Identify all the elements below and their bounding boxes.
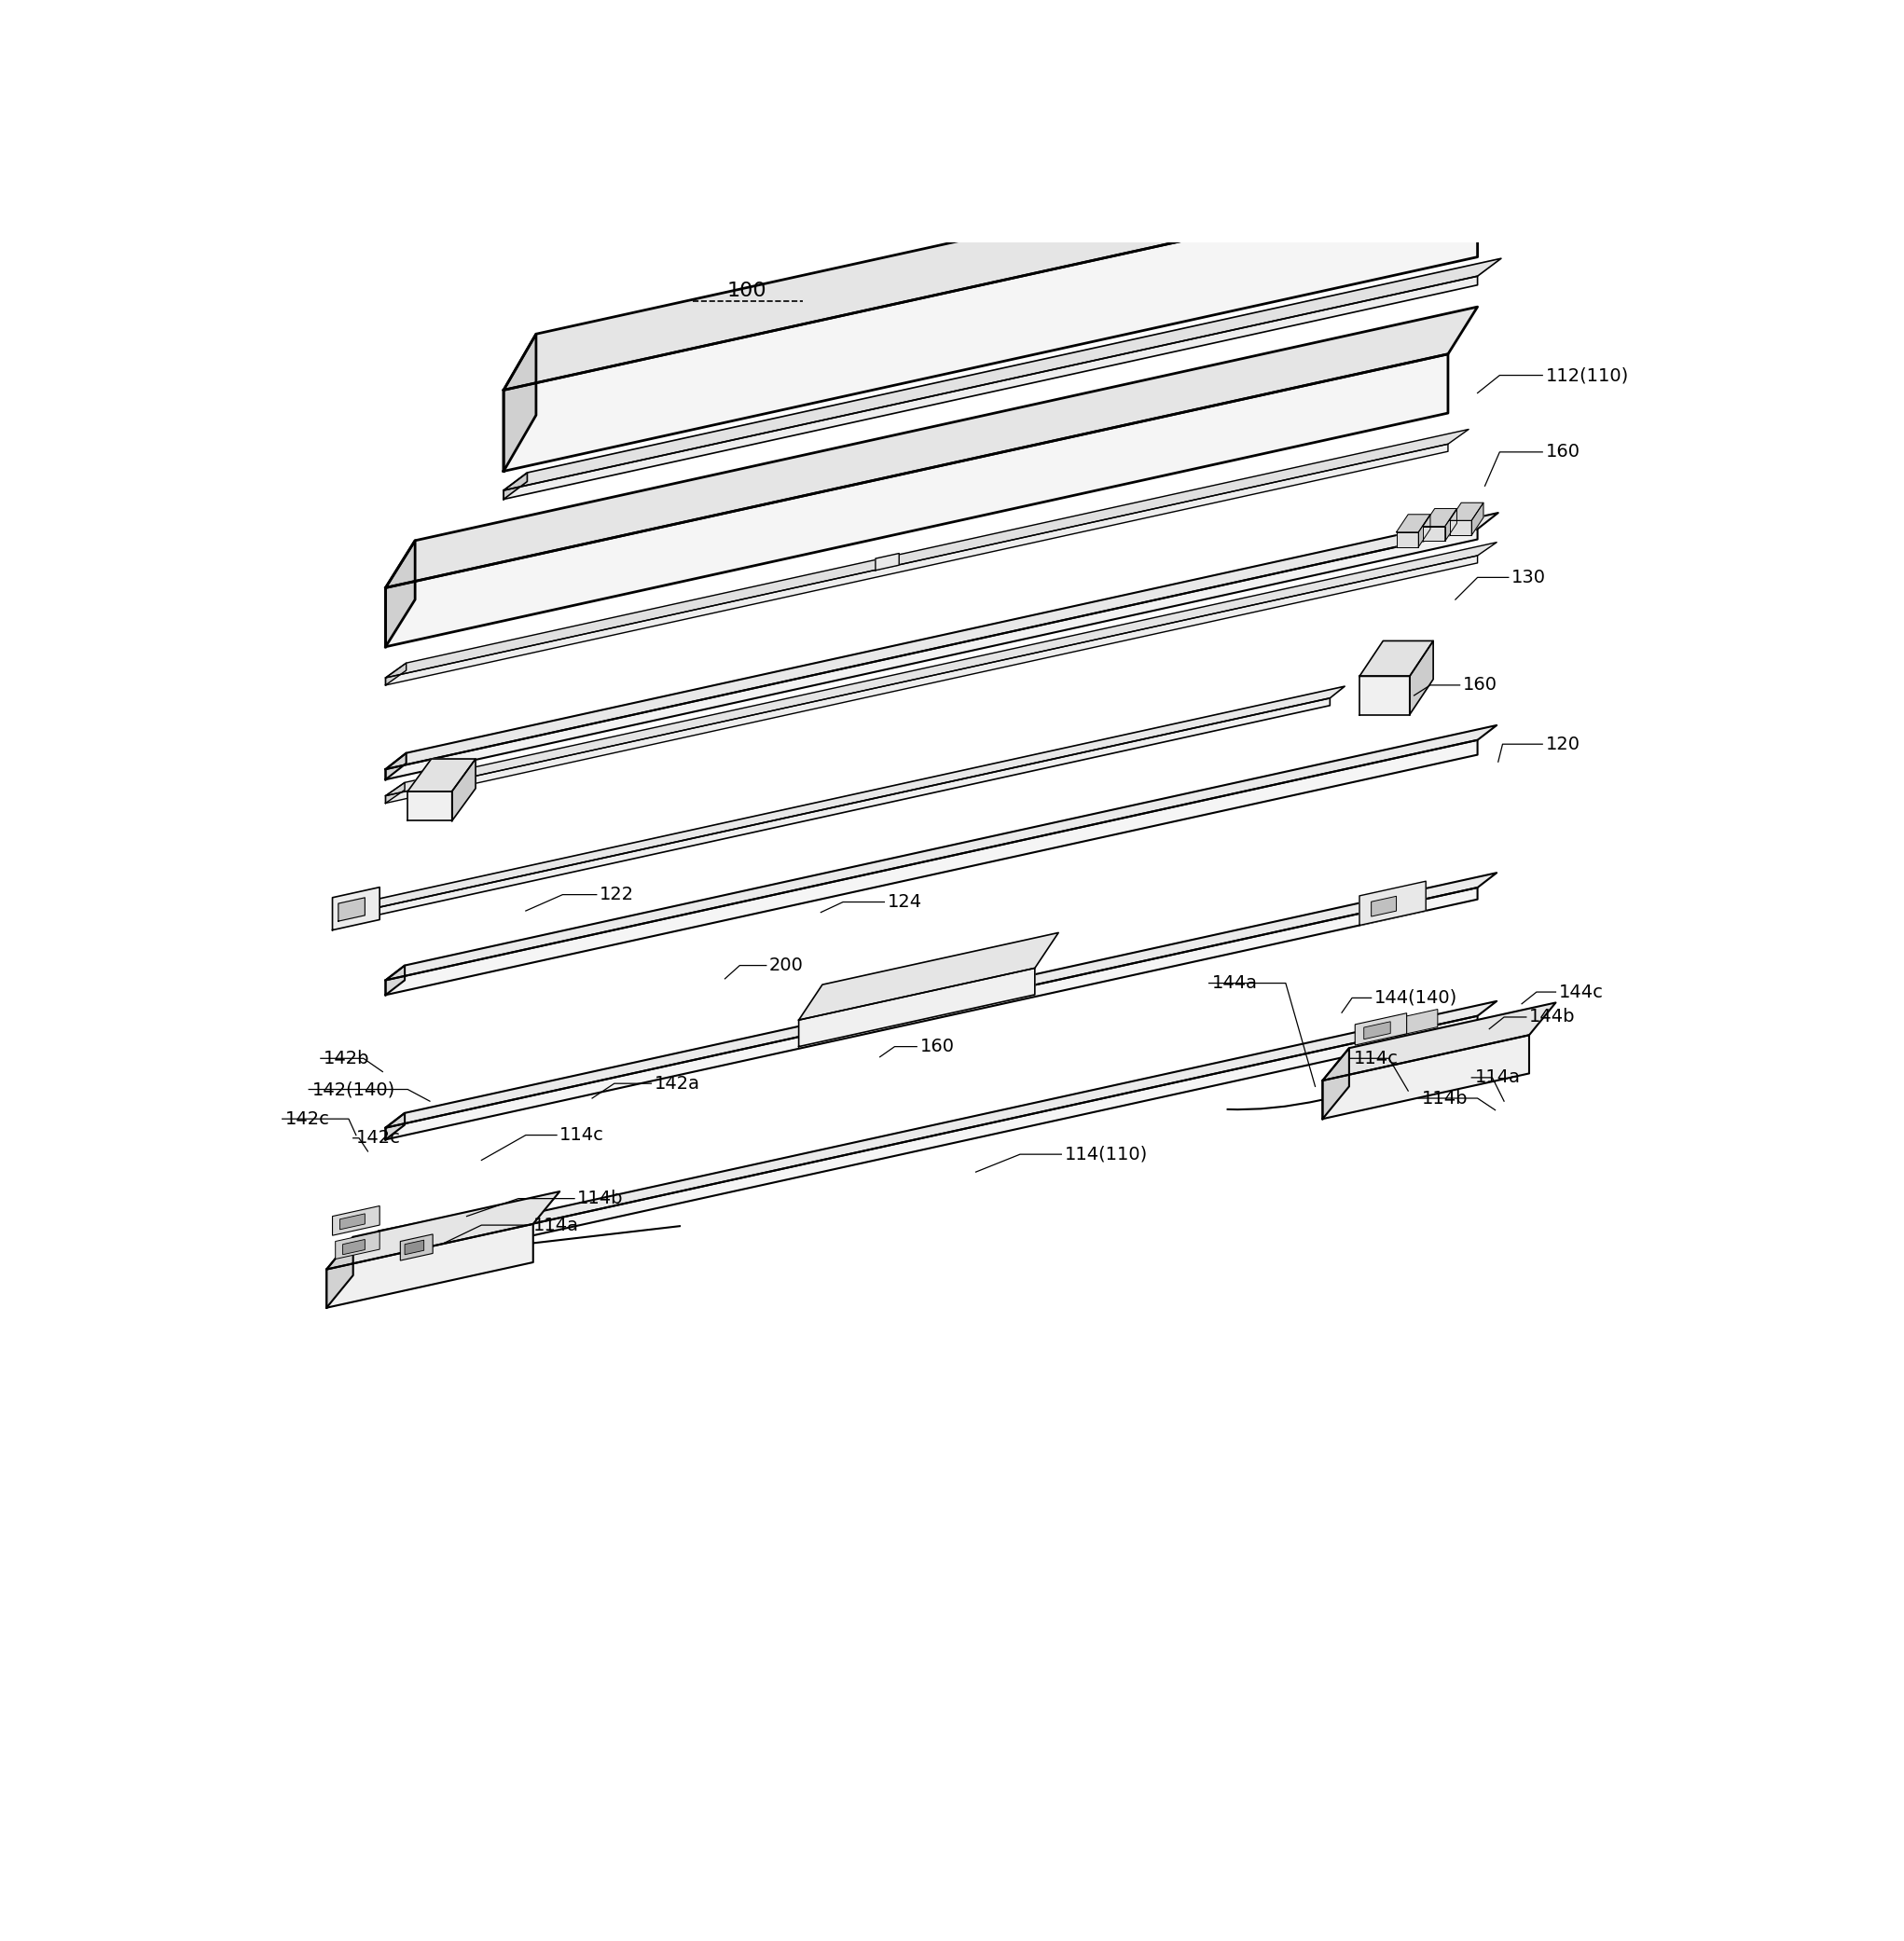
- Text: 114(110): 114(110): [1064, 1145, 1148, 1163]
- Polygon shape: [1359, 881, 1426, 926]
- Text: 114b: 114b: [1422, 1089, 1468, 1106]
- Polygon shape: [385, 887, 1478, 1139]
- Polygon shape: [385, 1112, 406, 1139]
- Polygon shape: [385, 540, 415, 646]
- Polygon shape: [400, 1234, 432, 1260]
- Polygon shape: [1418, 514, 1430, 547]
- Polygon shape: [876, 553, 899, 571]
- Polygon shape: [1449, 503, 1483, 520]
- Polygon shape: [1422, 526, 1445, 542]
- Polygon shape: [1396, 514, 1430, 532]
- Polygon shape: [385, 965, 406, 996]
- Polygon shape: [1409, 641, 1434, 714]
- Polygon shape: [503, 258, 1500, 491]
- Polygon shape: [1396, 1009, 1438, 1036]
- Polygon shape: [503, 177, 1478, 472]
- Text: 142c: 142c: [286, 1110, 329, 1128]
- Text: 160: 160: [1546, 443, 1580, 460]
- Polygon shape: [385, 1002, 1497, 1256]
- Polygon shape: [327, 1225, 533, 1308]
- Text: 200: 200: [769, 957, 803, 974]
- Polygon shape: [385, 753, 406, 780]
- Text: 124: 124: [887, 893, 922, 910]
- Polygon shape: [333, 887, 379, 930]
- Polygon shape: [333, 1205, 379, 1234]
- Polygon shape: [385, 782, 406, 804]
- Polygon shape: [798, 934, 1059, 1021]
- Text: 114c: 114c: [560, 1126, 604, 1143]
- Polygon shape: [385, 1242, 406, 1267]
- Polygon shape: [385, 726, 1497, 980]
- Polygon shape: [503, 334, 537, 472]
- Polygon shape: [385, 542, 1497, 796]
- Text: 122: 122: [600, 885, 634, 903]
- Polygon shape: [385, 444, 1447, 685]
- Polygon shape: [798, 969, 1036, 1046]
- Polygon shape: [385, 555, 1478, 804]
- Polygon shape: [1445, 509, 1457, 542]
- Text: 114c: 114c: [1354, 1050, 1398, 1068]
- Text: 112(110): 112(110): [1546, 367, 1628, 384]
- Polygon shape: [1371, 897, 1396, 916]
- Polygon shape: [335, 1233, 379, 1260]
- Polygon shape: [385, 1015, 1478, 1267]
- Text: 142a: 142a: [655, 1075, 701, 1093]
- Polygon shape: [339, 1213, 366, 1229]
- Text: 142c: 142c: [356, 1130, 400, 1147]
- Text: 144(140): 144(140): [1375, 990, 1457, 1007]
- Polygon shape: [385, 740, 1478, 996]
- Text: 144a: 144a: [1211, 974, 1257, 992]
- Polygon shape: [1323, 1003, 1556, 1081]
- Polygon shape: [407, 792, 451, 821]
- Polygon shape: [356, 699, 1329, 920]
- Polygon shape: [385, 353, 1447, 646]
- Polygon shape: [1363, 1021, 1390, 1038]
- Polygon shape: [1449, 520, 1472, 536]
- Polygon shape: [385, 530, 1478, 780]
- Polygon shape: [385, 873, 1497, 1128]
- Polygon shape: [385, 307, 1478, 588]
- Polygon shape: [1323, 1048, 1350, 1118]
- Polygon shape: [503, 276, 1478, 499]
- Text: 130: 130: [1512, 569, 1546, 586]
- Polygon shape: [356, 687, 1344, 912]
- Text: 144c: 144c: [1559, 984, 1603, 1002]
- Text: 114a: 114a: [533, 1217, 579, 1234]
- Polygon shape: [503, 120, 1510, 390]
- Text: 100: 100: [727, 281, 767, 301]
- Polygon shape: [406, 1240, 425, 1254]
- Text: 114b: 114b: [577, 1190, 623, 1207]
- Polygon shape: [385, 429, 1468, 677]
- Polygon shape: [1323, 1035, 1529, 1118]
- Polygon shape: [1359, 675, 1409, 714]
- Polygon shape: [1356, 1013, 1407, 1044]
- Polygon shape: [451, 759, 476, 821]
- Text: 142(140): 142(140): [312, 1081, 394, 1099]
- Polygon shape: [407, 759, 476, 792]
- Polygon shape: [327, 1236, 352, 1308]
- Polygon shape: [1396, 532, 1418, 547]
- Text: 160: 160: [920, 1038, 954, 1056]
- Polygon shape: [356, 901, 371, 920]
- Polygon shape: [339, 897, 366, 922]
- Text: 144b: 144b: [1529, 1007, 1575, 1027]
- Polygon shape: [385, 664, 406, 685]
- Text: 120: 120: [1546, 736, 1580, 753]
- Text: 114a: 114a: [1474, 1069, 1519, 1087]
- Text: 142b: 142b: [324, 1050, 369, 1068]
- Polygon shape: [1422, 509, 1457, 526]
- Polygon shape: [503, 474, 527, 499]
- Polygon shape: [327, 1192, 560, 1269]
- Polygon shape: [1359, 641, 1434, 675]
- Text: 160: 160: [1462, 675, 1497, 695]
- Polygon shape: [385, 512, 1498, 769]
- Polygon shape: [379, 1213, 466, 1275]
- Polygon shape: [1472, 503, 1483, 536]
- Polygon shape: [343, 1240, 366, 1254]
